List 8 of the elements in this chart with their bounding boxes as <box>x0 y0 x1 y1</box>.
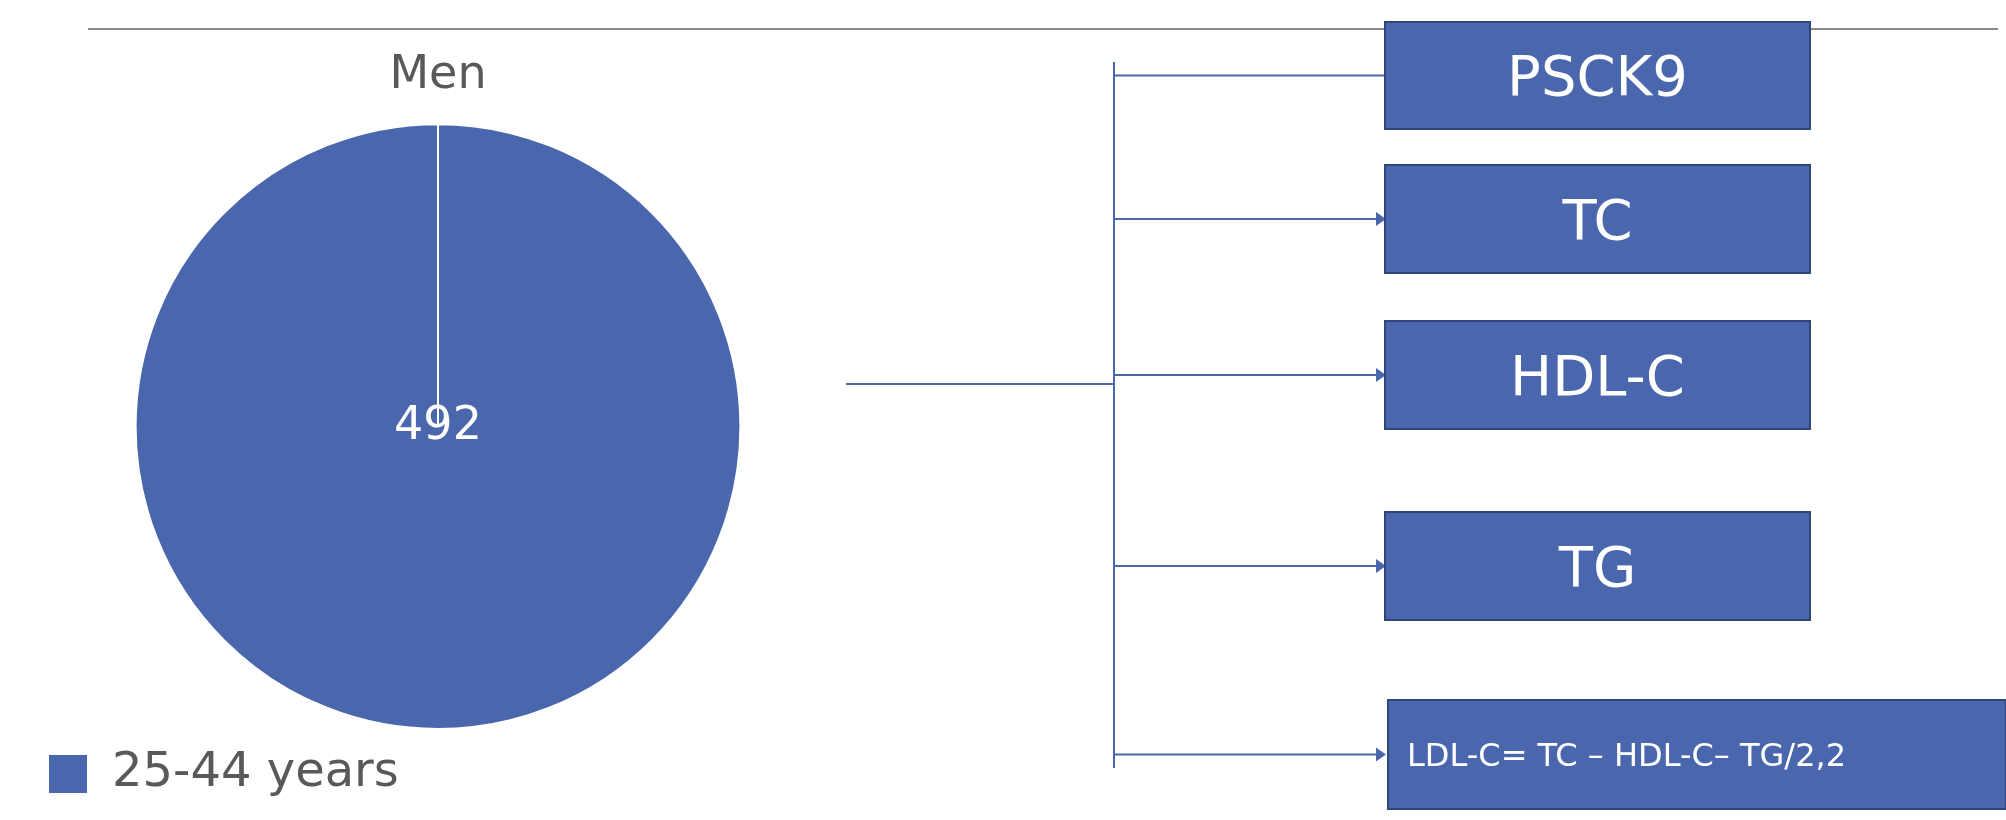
legend-label: 25-44 years <box>112 741 399 798</box>
text: TC <box>1562 186 1633 252</box>
text: PSCK9 <box>1507 43 1688 108</box>
data-label: 492 <box>394 395 482 450</box>
text: TG <box>1558 533 1637 599</box>
chart-title: Men <box>389 44 487 99</box>
text: LDL-C= TC – HDL-C– TG/2,2 <box>1407 735 1847 774</box>
text: HDL-C <box>1510 342 1685 408</box>
